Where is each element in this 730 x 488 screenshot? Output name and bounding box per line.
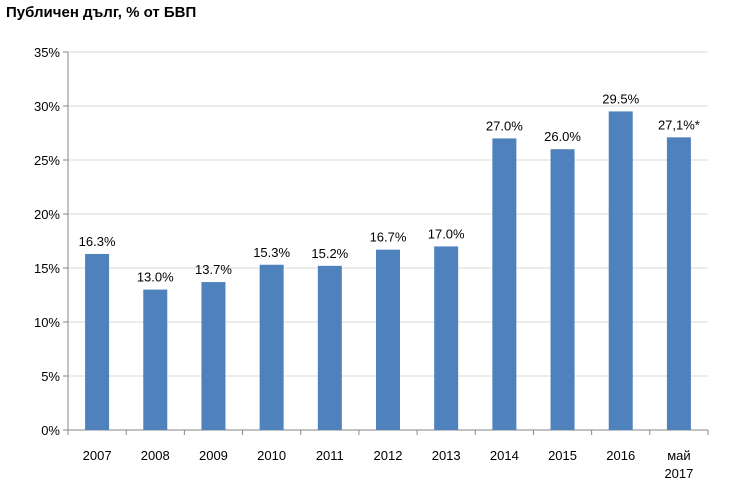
bar: [550, 149, 575, 430]
bar: [85, 253, 110, 430]
y-tick-label: 10%: [34, 315, 60, 330]
y-tick-label: 15%: [34, 261, 60, 276]
bar: [201, 282, 226, 430]
bar: [143, 289, 168, 430]
y-tick-label: 25%: [34, 153, 60, 168]
data-label: 16.3%: [79, 234, 116, 249]
data-label: 13.7%: [195, 262, 232, 277]
data-label: 13.0%: [137, 270, 174, 285]
bar: [492, 138, 517, 430]
x-category-label: 2016: [606, 448, 635, 463]
y-tick-label: 30%: [34, 99, 60, 114]
chart-title: Публичен дълг, % от БВП: [6, 4, 197, 21]
bar: [666, 137, 691, 430]
bar: [376, 249, 400, 430]
data-label: 16.7%: [370, 230, 407, 245]
x-category-label: 2013: [432, 448, 461, 463]
x-category-label: 2009: [199, 448, 228, 463]
x-category-label: 2008: [141, 448, 170, 463]
y-tick-label: 35%: [34, 45, 60, 60]
bar: [434, 246, 459, 430]
data-label: 15.3%: [253, 245, 290, 260]
x-category-label: 2015: [548, 448, 577, 463]
data-label: 17.0%: [428, 226, 465, 241]
data-label: 15.2%: [311, 246, 348, 261]
data-label: 26.0%: [544, 129, 581, 144]
bar: [317, 265, 342, 430]
y-tick-label: 0%: [41, 423, 60, 438]
data-label: 27.0%: [486, 118, 523, 133]
data-label: 29.5%: [602, 91, 639, 106]
bar: [259, 264, 284, 430]
x-category-label: 2014: [490, 448, 519, 463]
x-category-label: 2017: [664, 466, 693, 481]
y-tick-label: 20%: [34, 207, 60, 222]
x-category-label: 2011: [316, 448, 344, 463]
x-category-label: 2010: [257, 448, 286, 463]
bar: [608, 111, 633, 431]
y-tick-label: 5%: [41, 369, 60, 384]
x-category-label: 2012: [374, 448, 403, 463]
data-label: 27,1%*: [658, 117, 700, 132]
x-category-label: 2007: [83, 448, 112, 463]
x-category-label: май: [667, 448, 690, 463]
